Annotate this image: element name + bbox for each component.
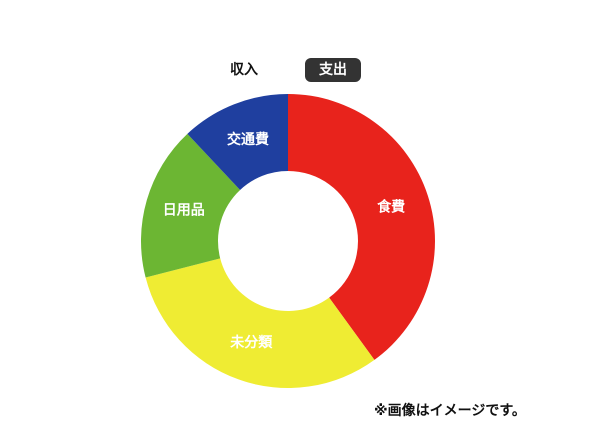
slice-4[interactable] bbox=[187, 94, 288, 190]
slice-2-label: 未分類 bbox=[230, 334, 273, 351]
slice-1-label: 食費 bbox=[377, 198, 405, 215]
donut-slices bbox=[141, 94, 435, 388]
slice-1[interactable] bbox=[288, 94, 435, 360]
tab-expense[interactable]: 支出 bbox=[305, 58, 361, 82]
slice-2[interactable] bbox=[145, 258, 375, 388]
image-disclaimer-note: ※画像はイメージです。 bbox=[374, 403, 526, 419]
tab-income[interactable]: 収入 bbox=[230, 62, 258, 78]
slice-3[interactable] bbox=[141, 133, 241, 278]
slice-4-label: 交通費 bbox=[227, 131, 269, 148]
type-tabs: 収入 支出 bbox=[0, 0, 590, 100]
slice-3-label: 日用品 bbox=[163, 203, 205, 219]
